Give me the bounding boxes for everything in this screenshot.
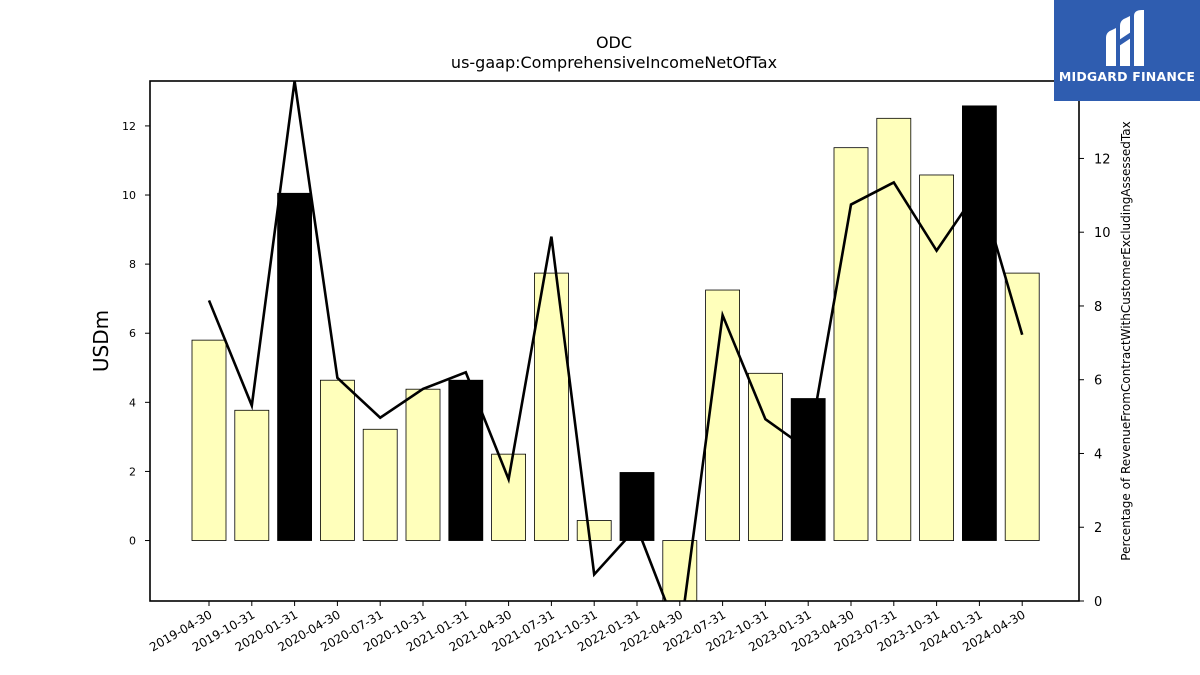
bar	[962, 105, 997, 541]
bar	[319, 379, 355, 541]
y-right-tick-label: 12	[1094, 152, 1111, 167]
y-right-tick-label: 2	[1094, 521, 1102, 536]
bar	[876, 117, 912, 541]
y-right-tick-label: 10	[1094, 226, 1111, 241]
bar	[833, 147, 869, 541]
bar	[1004, 272, 1040, 541]
bar	[705, 289, 740, 541]
y-right-tick-label: 6	[1094, 374, 1102, 389]
y-tick-label: 4	[129, 396, 136, 409]
bar	[748, 372, 783, 541]
line-series	[207, 81, 1024, 601]
y-tick-label: 8	[129, 258, 136, 271]
logo-mark-icon	[1106, 10, 1144, 66]
bar	[234, 409, 270, 541]
y-right-tick-label: 8	[1094, 300, 1102, 315]
logo-text: MIDGARD FINANCE	[1058, 69, 1196, 84]
plot-frame	[149, 80, 1080, 602]
y-tick-label: 2	[129, 465, 136, 478]
y-tick-label: 12	[122, 120, 136, 133]
bar-series	[191, 105, 1040, 601]
y-tick-label: 0	[129, 535, 136, 548]
bar	[576, 520, 612, 541]
bar	[448, 379, 484, 541]
bar	[277, 192, 313, 541]
bar	[362, 428, 398, 541]
bar	[790, 398, 826, 541]
y-right-tick-label: 4	[1094, 447, 1102, 462]
bar	[405, 388, 441, 541]
chart-title: ODC	[596, 33, 632, 52]
y-tick-label: 10	[122, 189, 136, 202]
brand-logo: MIDGARD FINANCE	[1054, 0, 1200, 101]
y-right-tick-label: 0	[1094, 595, 1102, 610]
y-tick-label: 6	[129, 327, 136, 340]
y-axis-label: USDm	[89, 310, 113, 372]
bar	[191, 339, 227, 541]
chart-subtitle: us-gaap:ComprehensiveIncomeNetOfTax	[451, 53, 777, 72]
y-axis-label-right: Percentage of RevenueFromContractWithCus…	[1119, 121, 1133, 560]
bar	[534, 272, 569, 541]
bar	[491, 453, 527, 541]
series-line	[207, 81, 1024, 601]
